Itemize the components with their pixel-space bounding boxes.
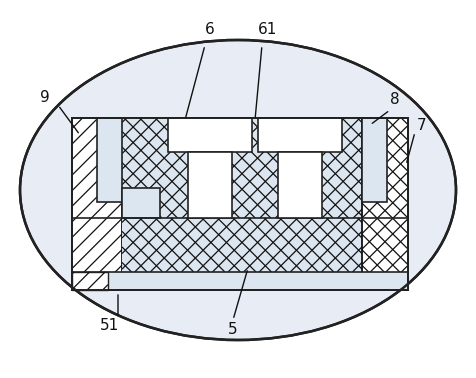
Bar <box>72 118 407 290</box>
Bar <box>361 118 386 202</box>
Bar <box>278 152 321 218</box>
Bar <box>361 118 407 290</box>
Text: 61: 61 <box>258 23 277 37</box>
Bar <box>72 272 407 290</box>
Bar <box>72 118 122 290</box>
Bar <box>122 218 361 272</box>
Bar <box>72 272 108 290</box>
Bar <box>97 118 122 202</box>
Text: 8: 8 <box>389 93 399 107</box>
Bar <box>188 152 231 218</box>
Text: 5: 5 <box>228 322 238 338</box>
Bar <box>72 118 407 290</box>
Text: 6: 6 <box>205 23 214 37</box>
Text: 51: 51 <box>100 318 119 333</box>
Bar <box>258 118 341 152</box>
Text: 7: 7 <box>416 118 426 133</box>
Bar <box>122 188 159 218</box>
Text: 9: 9 <box>40 90 50 105</box>
Bar <box>122 118 361 218</box>
Bar <box>168 118 251 152</box>
Ellipse shape <box>20 40 455 340</box>
